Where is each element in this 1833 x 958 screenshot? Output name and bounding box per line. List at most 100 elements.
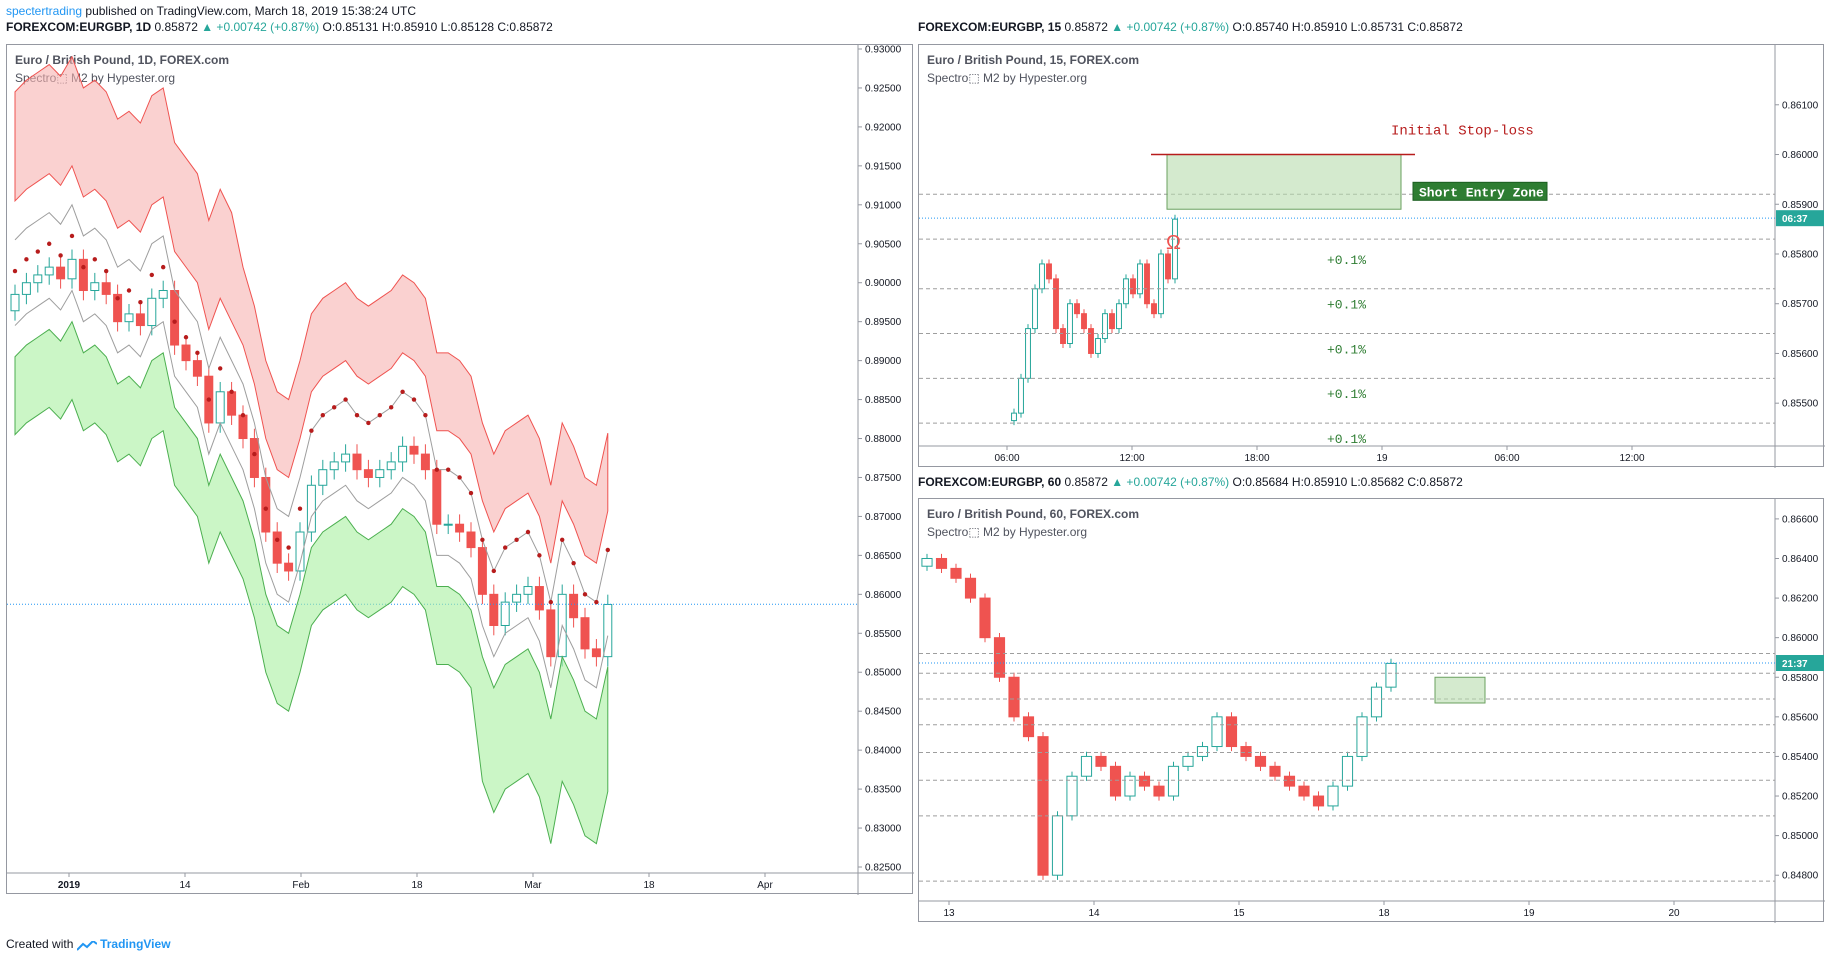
y-tick-label: 0.86200 xyxy=(1782,594,1819,605)
level-percent-label: +0.1% xyxy=(1327,342,1366,357)
trend-dot xyxy=(468,490,474,496)
trend-dot xyxy=(434,467,439,472)
trend-dot xyxy=(286,545,291,550)
candle-body xyxy=(1095,755,1107,767)
trend-dot xyxy=(605,547,610,553)
candle-body xyxy=(1116,303,1122,330)
h1-indicator-label: Spectro⬚ M2 by Hypester.org xyxy=(927,525,1088,539)
y-tick-label: 0.86400 xyxy=(1782,554,1819,565)
x-tick-label: 20 xyxy=(1668,908,1680,919)
candle-body xyxy=(21,282,31,295)
candle-body xyxy=(1254,755,1267,767)
x-tick-label: 18 xyxy=(643,880,655,891)
h1-symbol: FOREXCOM:EURGBP, 60 xyxy=(918,475,1062,489)
candle-body xyxy=(398,445,408,463)
y-tick-label: 0.92000 xyxy=(865,122,902,133)
y-tick-label: 0.84000 xyxy=(865,746,902,757)
y-tick-label: 0.88000 xyxy=(865,434,902,445)
trend-dot xyxy=(24,257,29,262)
author-link[interactable]: spectertrading xyxy=(6,4,83,18)
trend-dot xyxy=(514,537,519,542)
daily-low: L:0.85128 xyxy=(440,20,495,34)
m15-chart-panel[interactable]: Euro / British Pound, 15, FOREX.com Spec… xyxy=(918,44,1825,468)
y-tick-label: 0.86100 xyxy=(1782,100,1819,111)
h1-chart-svg[interactable]: 0.86600 0.86400 0.86200 0.86000 0.85800 0.856… xyxy=(919,499,1825,923)
x-tick-label: Feb xyxy=(292,880,310,891)
trend-dot xyxy=(309,428,314,433)
candle-body xyxy=(1385,662,1397,688)
daily-chart-panel[interactable]: Euro / British Pound, 1D, FOREX.com Spec… xyxy=(6,44,914,895)
y-tick-label: 0.85600 xyxy=(1782,712,1819,723)
candle-body xyxy=(1053,278,1059,330)
trend-dot xyxy=(594,599,599,605)
candle-body xyxy=(443,523,453,526)
trend-dot xyxy=(12,268,18,274)
trend-dot xyxy=(47,241,52,246)
y-tick-label: 0.90000 xyxy=(865,278,902,289)
candle-body xyxy=(1283,775,1296,787)
candle-body xyxy=(272,531,282,564)
entry-zone-rect xyxy=(1166,154,1402,210)
h1-chart-panel[interactable]: Euro / British Pound, 60, FOREX.com Spec… xyxy=(918,498,1825,923)
y-tick-label: 0.83500 xyxy=(865,785,902,796)
trend-dot xyxy=(149,272,154,278)
candle-body xyxy=(56,266,66,280)
candle-body xyxy=(158,290,168,299)
y-tick-label: 0.85400 xyxy=(1782,752,1819,763)
m15-chart-svg[interactable]: 0.86100 0.86000 0.85900 0.85800 0.85700 0.856… xyxy=(919,45,1825,468)
x-tick-label: 06:00 xyxy=(994,453,1019,464)
candle-body xyxy=(1341,755,1354,787)
candle-body xyxy=(409,445,419,455)
candle-body xyxy=(113,293,123,323)
trend-dot xyxy=(195,350,200,356)
trend-dot xyxy=(491,568,496,574)
m15-change: ▲ +0.00742 (+0.87%) xyxy=(1111,20,1230,34)
lower-grey-line xyxy=(14,289,609,689)
y-tick-label: 0.85800 xyxy=(1782,673,1819,684)
trend-dot xyxy=(126,288,132,293)
candle-body xyxy=(147,297,157,327)
candle-body xyxy=(1138,775,1151,787)
trend-dot xyxy=(480,537,485,542)
h1-header: FOREXCOM:EURGBP, 60 0.85872 ▲ +0.00742 (… xyxy=(918,475,1463,489)
x-tick-label: 06:00 xyxy=(1494,453,1519,464)
candle-body xyxy=(1196,746,1209,757)
trend-dot xyxy=(104,268,109,274)
candle-body xyxy=(1080,755,1093,777)
trend-dot xyxy=(332,405,337,410)
trend-dot xyxy=(252,451,257,457)
trend-dot xyxy=(423,412,428,418)
y-tick-label: 0.85500 xyxy=(1782,399,1819,410)
y-tick-label: 0.85900 xyxy=(1782,200,1819,211)
candle-body xyxy=(1039,263,1045,290)
candle-body xyxy=(181,344,191,362)
entry-zone-rect xyxy=(1434,676,1486,704)
y-tick-label: 0.92500 xyxy=(865,83,902,94)
candle-body xyxy=(1046,263,1052,280)
trend-dot xyxy=(81,264,86,270)
candle-body xyxy=(215,391,225,424)
h1-title: Euro / British Pound, 60, FOREX.com xyxy=(927,507,1140,521)
candle-body xyxy=(1011,412,1017,422)
trend-dot xyxy=(35,249,40,254)
y-tick-label: 0.89500 xyxy=(865,317,902,328)
y-tick-label: 0.82500 xyxy=(865,863,902,874)
h1-open: O:0.85684 xyxy=(1232,475,1289,489)
trend-dot xyxy=(560,537,565,542)
candle-body xyxy=(1088,328,1094,354)
m15-indicator-label: Spectro⬚ M2 by Hypester.org xyxy=(927,71,1088,85)
daily-chart-svg[interactable]: 0.93000 0.92500 0.92000 0.91500 0.91000 0.905… xyxy=(7,45,914,895)
created-with-text: Created with xyxy=(6,937,74,951)
candle-body xyxy=(1060,328,1066,345)
y-tick-label: 0.85500 xyxy=(865,629,902,640)
tradingview-brand[interactable]: TradingView xyxy=(100,937,171,951)
y-tick-label: 0.84800 xyxy=(1782,871,1819,882)
candle-body xyxy=(249,438,259,478)
trend-dot xyxy=(92,257,98,262)
y-tick-label: 0.86000 xyxy=(1782,633,1819,644)
trend-dot xyxy=(525,529,531,535)
candle-body xyxy=(455,523,465,533)
candle-body xyxy=(466,531,476,549)
candle-body xyxy=(1269,765,1281,777)
x-tick-label: 12:00 xyxy=(1619,453,1644,464)
